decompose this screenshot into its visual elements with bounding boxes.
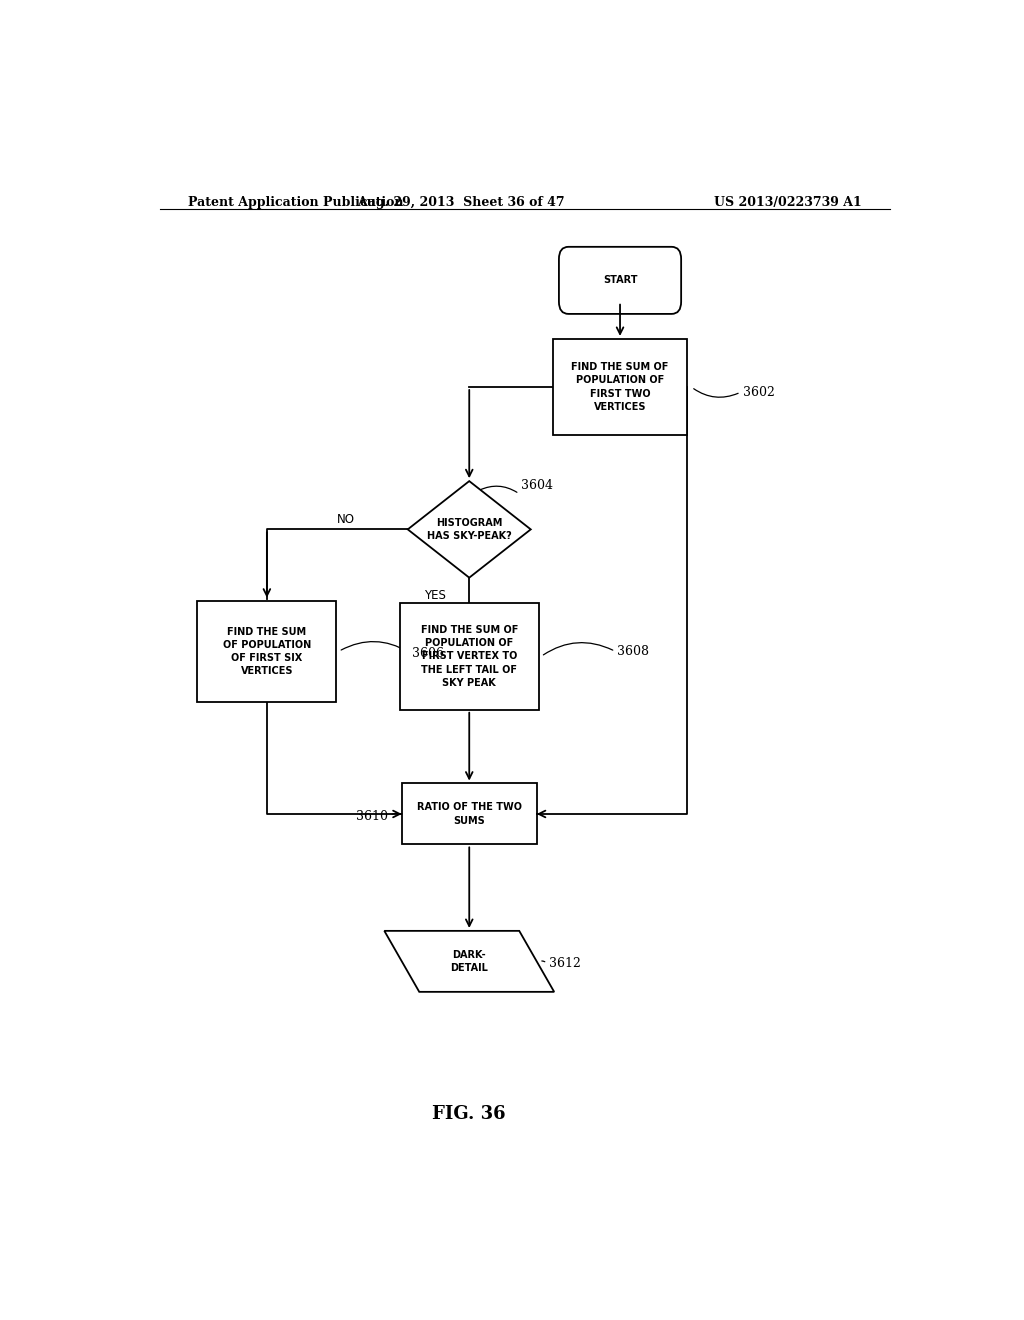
- FancyBboxPatch shape: [401, 784, 537, 845]
- Text: 3606: 3606: [412, 647, 444, 660]
- Polygon shape: [408, 480, 530, 578]
- Text: FIND THE SUM OF
POPULATION OF
FIRST VERTEX TO
THE LEFT TAIL OF
SKY PEAK: FIND THE SUM OF POPULATION OF FIRST VERT…: [421, 626, 518, 688]
- FancyBboxPatch shape: [559, 247, 681, 314]
- Text: 3604: 3604: [521, 479, 553, 492]
- FancyBboxPatch shape: [553, 339, 687, 436]
- Text: NO: NO: [337, 512, 355, 525]
- Text: FIND THE SUM
OF POPULATION
OF FIRST SIX
VERTICES: FIND THE SUM OF POPULATION OF FIRST SIX …: [223, 627, 311, 676]
- Text: 3602: 3602: [743, 385, 775, 399]
- Text: US 2013/0223739 A1: US 2013/0223739 A1: [715, 195, 862, 209]
- Text: 3608: 3608: [616, 645, 649, 657]
- Text: YES: YES: [424, 589, 446, 602]
- Text: DARK-
DETAIL: DARK- DETAIL: [451, 950, 488, 973]
- Text: START: START: [603, 276, 637, 285]
- FancyBboxPatch shape: [198, 601, 336, 702]
- Text: 3612: 3612: [549, 957, 581, 970]
- Text: FIND THE SUM OF
POPULATION OF
FIRST TWO
VERTICES: FIND THE SUM OF POPULATION OF FIRST TWO …: [571, 362, 669, 412]
- FancyBboxPatch shape: [399, 603, 539, 710]
- Text: Aug. 29, 2013  Sheet 36 of 47: Aug. 29, 2013 Sheet 36 of 47: [357, 195, 565, 209]
- Polygon shape: [384, 931, 554, 991]
- Text: HISTOGRAM
HAS SKY-PEAK?: HISTOGRAM HAS SKY-PEAK?: [427, 517, 512, 541]
- Text: RATIO OF THE TWO
SUMS: RATIO OF THE TWO SUMS: [417, 803, 522, 825]
- Text: FIG. 36: FIG. 36: [432, 1105, 506, 1123]
- Text: Patent Application Publication: Patent Application Publication: [187, 195, 403, 209]
- Text: 3610: 3610: [356, 809, 388, 822]
